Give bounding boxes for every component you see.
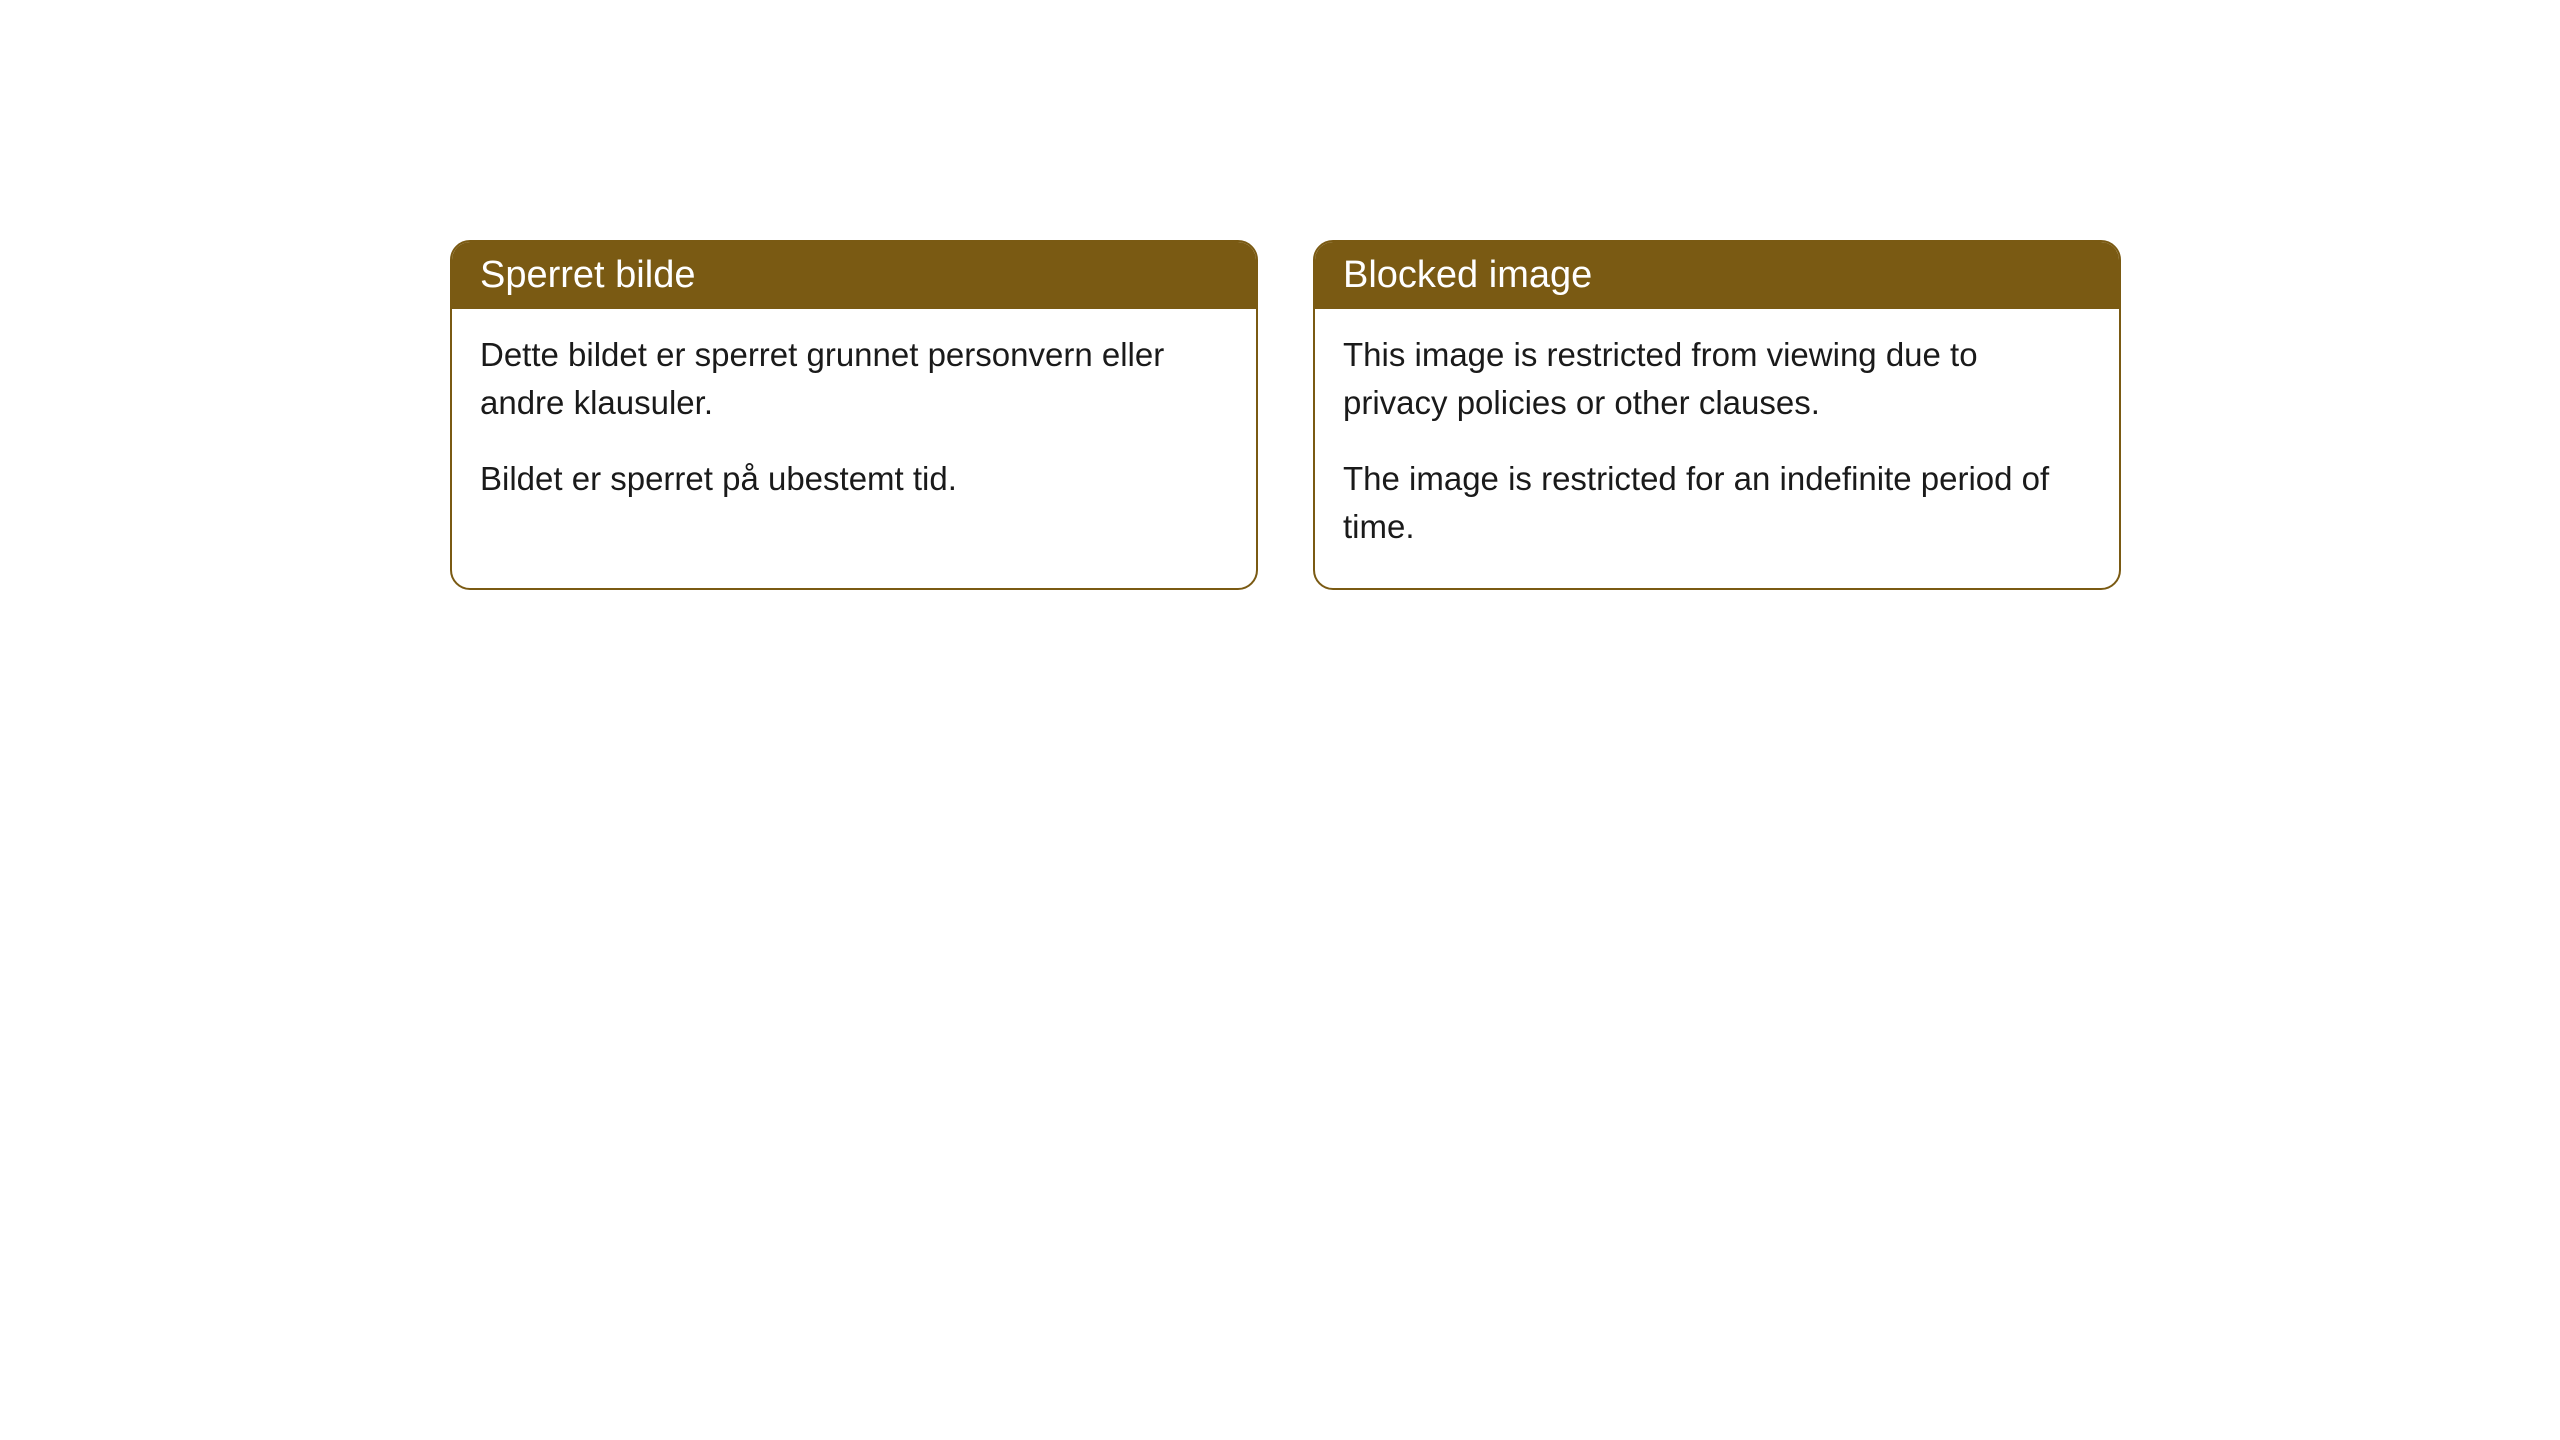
card-paragraph: Bildet er sperret på ubestemt tid. (480, 455, 1228, 503)
blocked-image-card-norwegian: Sperret bilde Dette bildet er sperret gr… (450, 240, 1258, 590)
blocked-image-card-english: Blocked image This image is restricted f… (1313, 240, 2121, 590)
card-title: Sperret bilde (480, 254, 695, 296)
notice-cards-container: Sperret bilde Dette bildet er sperret gr… (450, 240, 2121, 590)
card-title: Blocked image (1343, 254, 1592, 296)
card-paragraph: Dette bildet er sperret grunnet personve… (480, 331, 1228, 427)
card-paragraph: This image is restricted from viewing du… (1343, 331, 2091, 427)
card-body: This image is restricted from viewing du… (1315, 309, 2119, 588)
card-header: Sperret bilde (452, 242, 1256, 309)
card-header: Blocked image (1315, 242, 2119, 309)
card-body: Dette bildet er sperret grunnet personve… (452, 309, 1256, 541)
card-paragraph: The image is restricted for an indefinit… (1343, 455, 2091, 551)
